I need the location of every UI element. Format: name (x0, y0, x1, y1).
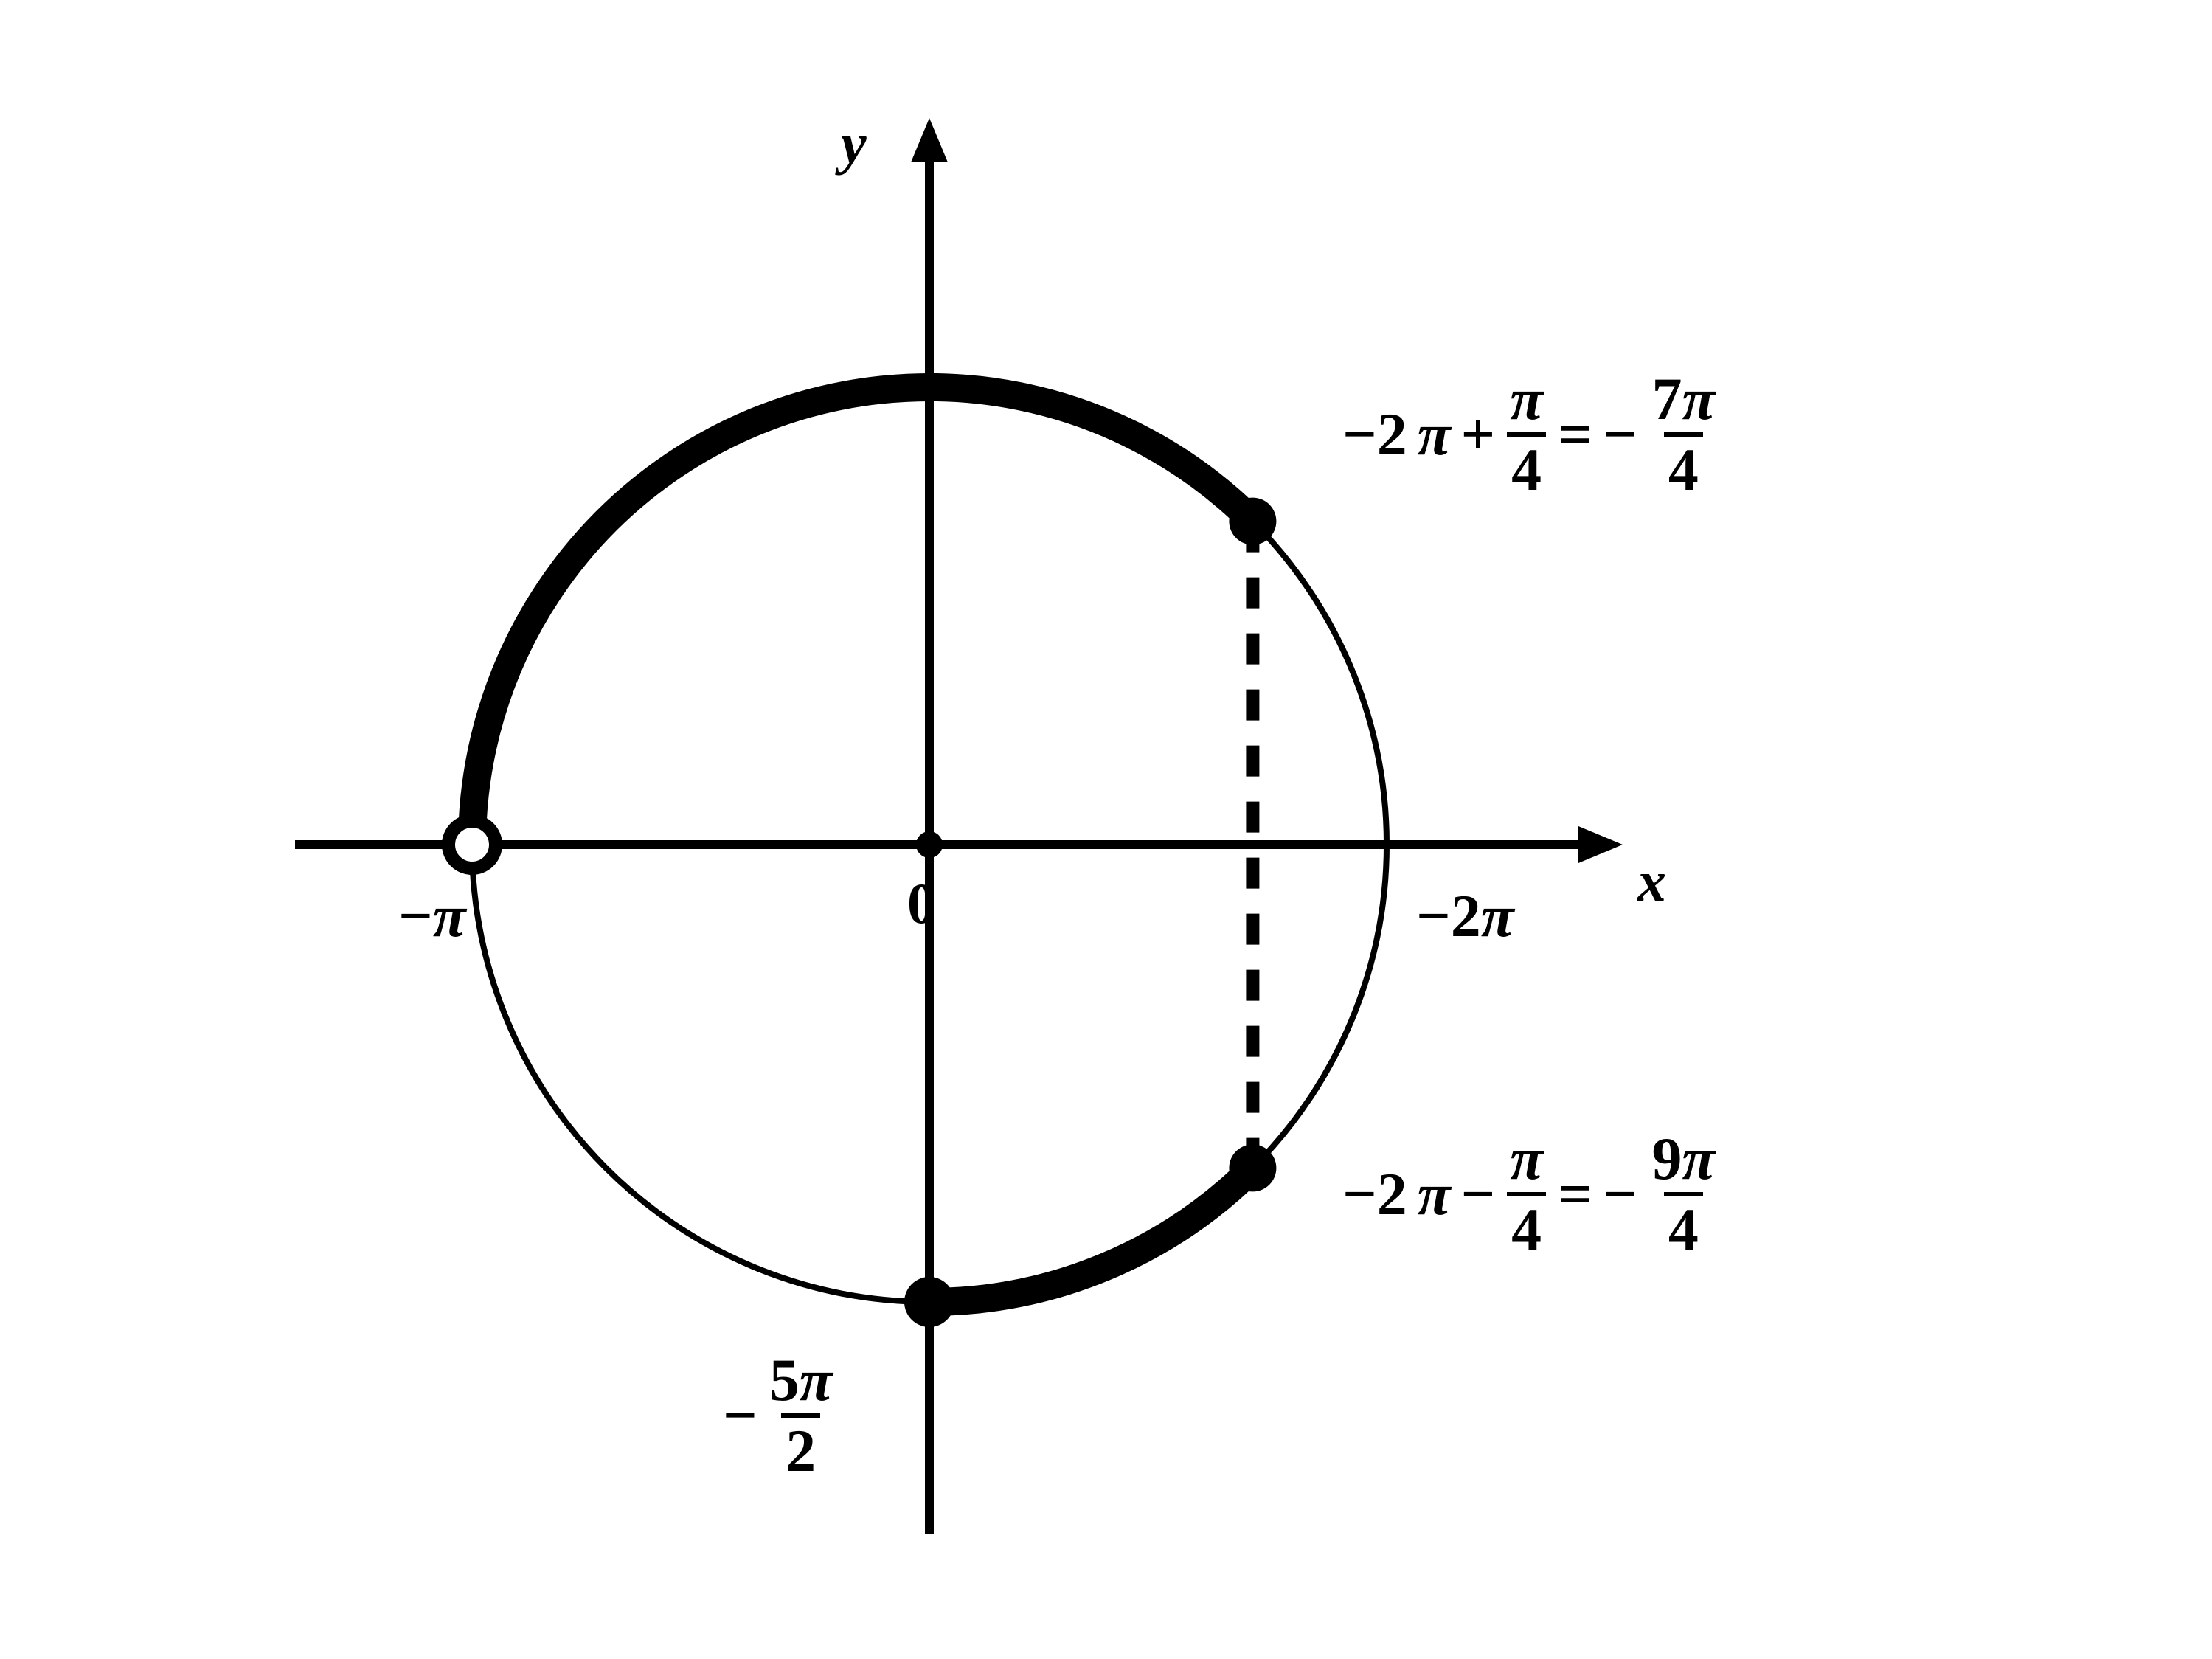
thick-arc-lower (929, 1168, 1252, 1302)
origin-point (916, 831, 943, 858)
y-axis-label: y (841, 111, 867, 177)
y-axis-arrow-icon (911, 118, 948, 162)
top-equation: −2π + π 4 = − 7π 4 (1342, 369, 1719, 500)
neg-pi-point-open (448, 821, 496, 868)
thick-arc-upper (472, 387, 1252, 845)
bottom-equation: −2π − π 4 = − 9π 4 (1342, 1129, 1719, 1260)
x-axis-label: x (1637, 848, 1666, 915)
bottom-point (904, 1277, 954, 1327)
neg-2pi-label: −2π (1416, 882, 1514, 951)
neg-pi-label: −π (398, 882, 466, 951)
unit-circle-diagram (0, 0, 2212, 1659)
neg-5pi-2-label: − 5π 2 (723, 1350, 837, 1481)
origin-label: 0 (907, 870, 936, 937)
x-axis-arrow-icon (1578, 826, 1623, 863)
bot-pi4-point (1229, 1144, 1276, 1191)
top-pi4-point (1229, 498, 1276, 545)
